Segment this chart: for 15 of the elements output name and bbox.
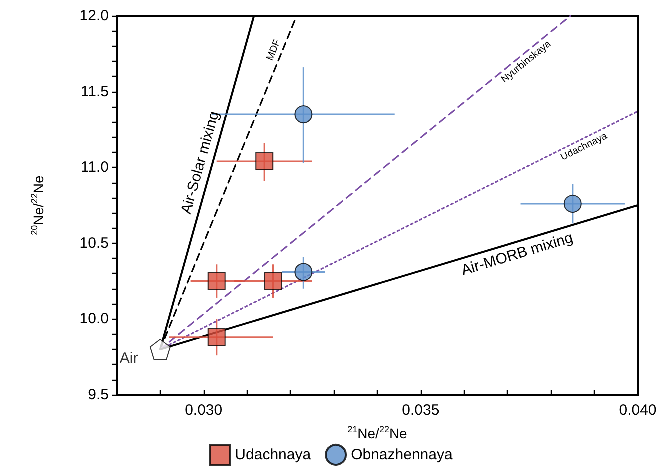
text: Air-Solar mixing [178, 110, 223, 216]
y-tick-label: 10.0 [80, 310, 109, 328]
series-label: Air [120, 350, 138, 368]
y-tick-label: 12.0 [80, 8, 109, 24]
legend-label: Udachnaya [235, 446, 312, 464]
y-tick-label: 9.5 [88, 386, 109, 404]
y-axis-title: 20Ne/22Ne [30, 175, 46, 236]
text: MDF [264, 38, 284, 63]
y-tick-label: 11.0 [80, 159, 109, 176]
y-tick-label: 11.5 [80, 83, 109, 100]
x-tick-label: 0.030 [185, 402, 223, 419]
legend-label: Obnazhennaya [351, 446, 454, 464]
x-tick-label: 0.035 [402, 402, 440, 419]
y-tick-label: 10.5 [80, 234, 109, 252]
x-tick-label: 0.040 [619, 402, 657, 419]
